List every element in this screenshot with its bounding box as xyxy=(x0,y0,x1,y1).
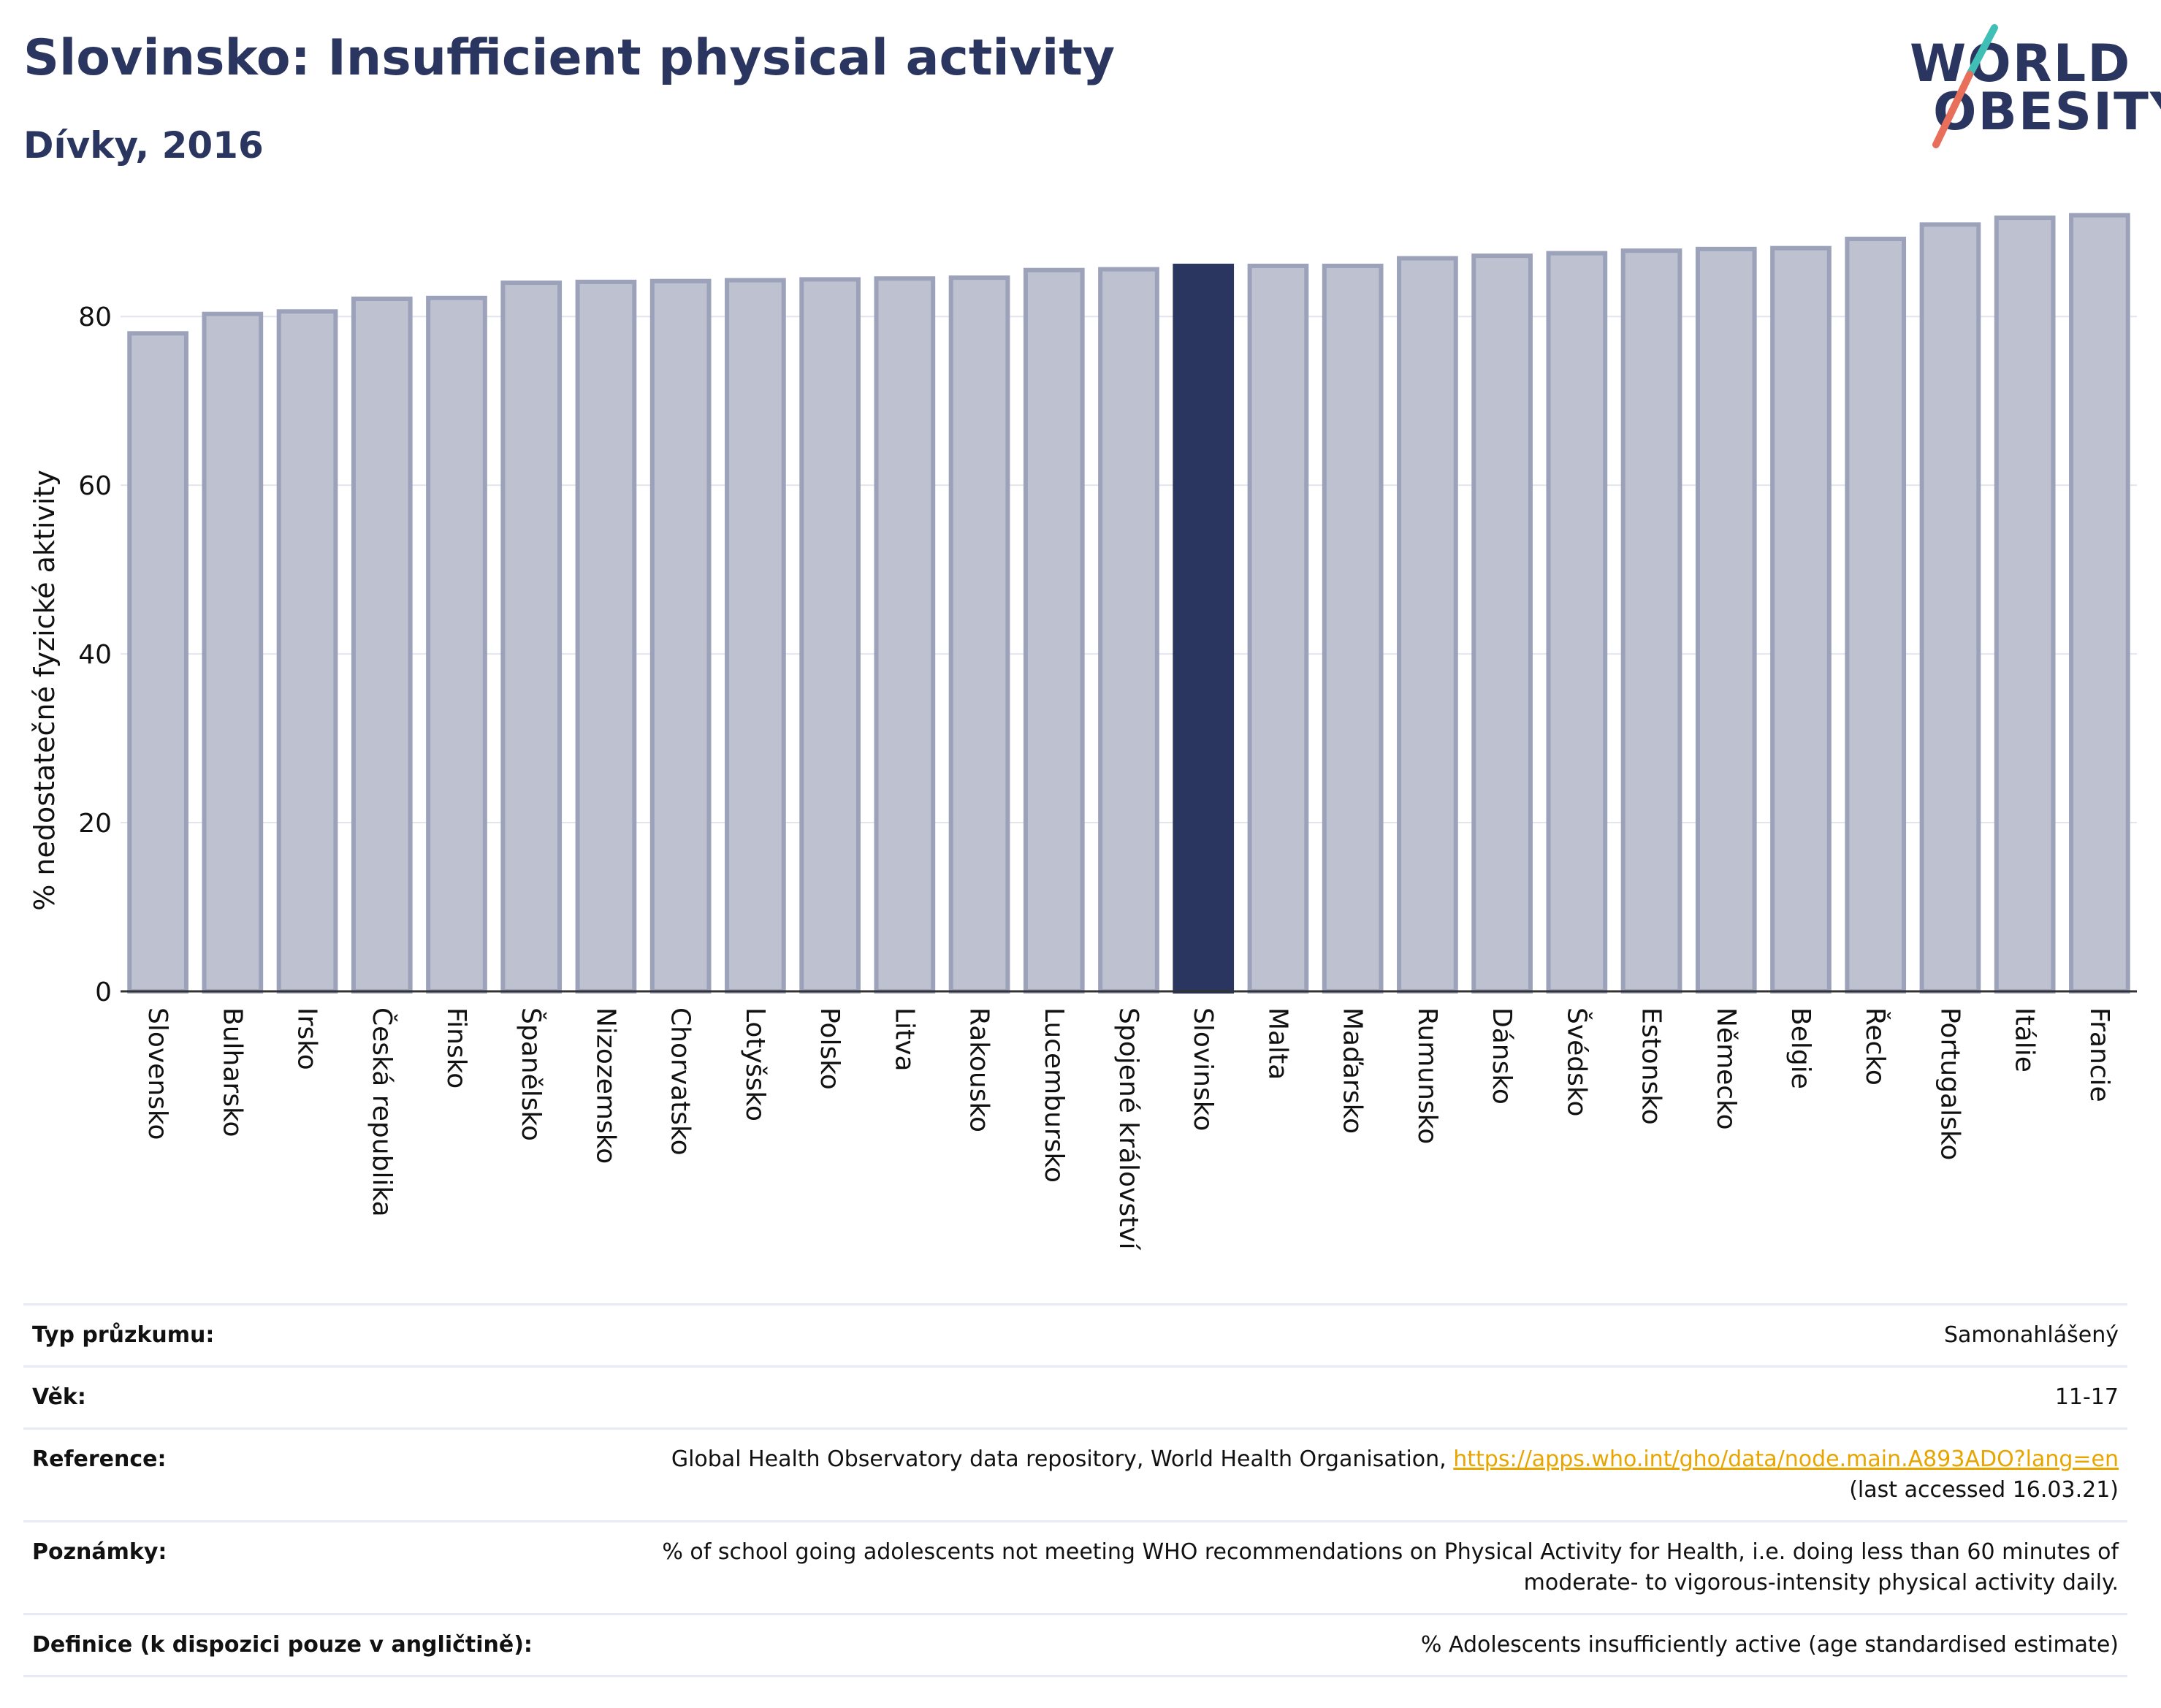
x-tick-label: Rumunsko xyxy=(1412,1007,1442,1144)
x-tick-label: Bulharsko xyxy=(217,1007,247,1137)
info-row-definition: Definice (k dispozici pouze v angličtině… xyxy=(23,1613,2127,1677)
y-tick-label: 20 xyxy=(78,809,112,839)
x-tick-label: Lucembursko xyxy=(1039,1007,1069,1183)
x-tick-label: Španělsko xyxy=(516,1007,546,1141)
bar xyxy=(1695,246,1757,994)
bar xyxy=(426,295,487,994)
bar xyxy=(1322,263,1384,994)
info-row-notes: Poznámky: % of school going adolescents … xyxy=(23,1520,2127,1615)
reference-accessed: (last accessed 16.03.21) xyxy=(1849,1477,2119,1503)
notes-text-line2: moderate- to vigorous-intensity physical… xyxy=(1523,1570,2119,1595)
x-tick-label: Lotyšsko xyxy=(740,1007,770,1121)
y-axis-label: % nedostatečné fyzické aktivity xyxy=(28,470,61,911)
x-tick-label: Slovensko xyxy=(142,1007,172,1140)
bar xyxy=(874,276,936,994)
notes-text-line1: % of school going adolescents not meetin… xyxy=(662,1539,2119,1565)
y-tick-label: 80 xyxy=(78,302,112,332)
bar xyxy=(575,279,637,994)
world-obesity-logo: WORLD OBESITY xyxy=(1899,22,2161,153)
bar xyxy=(1919,222,1981,994)
x-tick-label: Spojené království xyxy=(1113,1007,1143,1251)
bar xyxy=(1247,263,1309,994)
x-tick-label: Belgie xyxy=(1785,1007,1815,1089)
logo-word-obesity: OBESITY xyxy=(1933,82,2161,142)
info-value: Global Health Observatory data repositor… xyxy=(596,1427,2127,1522)
bar xyxy=(1098,267,1159,994)
bar xyxy=(1023,267,1085,994)
y-tick-label: 60 xyxy=(78,471,112,501)
x-tick-label: Estonsko xyxy=(1636,1007,1666,1125)
info-row-survey-type: Typ průzkumu: Samonahlášený xyxy=(23,1303,2127,1368)
bar xyxy=(1845,236,1907,994)
info-label: Věk: xyxy=(23,1365,596,1430)
x-tick-label: Dánsko xyxy=(1487,1007,1517,1105)
info-label: Poznámky: xyxy=(23,1520,596,1615)
x-tick-label: Irsko xyxy=(292,1007,322,1070)
info-value: % Adolescents insufficiently active (age… xyxy=(596,1613,2127,1677)
bar xyxy=(799,277,861,994)
bar-highlighted xyxy=(1173,263,1235,994)
x-tick-label: Rakousko xyxy=(964,1007,994,1132)
x-tick-label: Chorvatsko xyxy=(666,1007,695,1156)
x-tick-label: Francie xyxy=(2084,1007,2114,1102)
info-label: Definice (k dispozici pouze v angličtině… xyxy=(23,1613,596,1677)
bar xyxy=(276,309,338,994)
bar-chart: 0 20 40 60 80 Slovensko Bulharsko Irsko Česká re… xyxy=(28,213,2137,1251)
bar xyxy=(1471,253,1533,994)
info-label: Typ průzkumu: xyxy=(23,1303,596,1368)
bar xyxy=(351,296,413,994)
page-subtitle: Dívky, 2016 xyxy=(23,124,264,167)
bar xyxy=(2069,213,2130,994)
x-tick-label: Nizozemsko xyxy=(590,1007,620,1164)
y-tick-label: 40 xyxy=(78,640,112,670)
bar xyxy=(202,311,264,994)
x-tick-label: Finsko xyxy=(441,1007,471,1089)
x-tick-label: Polsko xyxy=(815,1007,845,1090)
info-label: Reference: xyxy=(23,1427,596,1522)
bar xyxy=(725,278,786,994)
page-title: Slovinsko: Insufficient physical activit… xyxy=(23,29,1116,87)
x-tick-label: Itálie xyxy=(2010,1007,2040,1072)
x-tick-label: Maďarsko xyxy=(1338,1007,1368,1134)
x-tick-label: Německo xyxy=(1711,1007,1741,1130)
x-tick-label: Slovinsko xyxy=(1188,1007,1218,1131)
bar xyxy=(649,278,712,994)
bar xyxy=(500,281,563,994)
x-tick-label: Malta xyxy=(1262,1007,1292,1080)
reference-text: Global Health Observatory data repositor… xyxy=(671,1446,1447,1472)
bars xyxy=(127,213,2130,994)
axes: 0 20 40 60 80 Slovensko Bulharsko Irsko Česká re… xyxy=(78,302,2137,1251)
reference-link[interactable]: https://apps.who.int/gho/data/node.main.… xyxy=(1453,1446,2119,1472)
info-value: Samonahlášený xyxy=(596,1303,2127,1368)
info-table: Typ průzkumu: Samonahlášený Věk: 11-17 R… xyxy=(23,1303,2127,1677)
x-tick-label: Česká republika xyxy=(367,1007,397,1217)
info-value: 11-17 xyxy=(596,1365,2127,1430)
x-tick-label: Portugalsko xyxy=(1935,1007,1964,1160)
y-tick-label: 0 xyxy=(95,977,112,1007)
bar xyxy=(1546,251,1608,994)
x-tick-label: Švédsko xyxy=(1561,1007,1592,1117)
x-tick-label: Řecko xyxy=(1860,1007,1891,1086)
bar xyxy=(1397,256,1458,994)
bar xyxy=(948,275,1010,994)
info-row-reference: Reference: Global Health Observatory dat… xyxy=(23,1427,2127,1522)
bar xyxy=(1620,248,1682,994)
bar xyxy=(1994,216,2056,994)
x-tick-label: Litva xyxy=(889,1007,919,1072)
info-value: % of school going adolescents not meetin… xyxy=(596,1520,2127,1615)
logo-word-world: WORLD xyxy=(1910,34,2132,94)
info-row-age: Věk: 11-17 xyxy=(23,1365,2127,1430)
logo-slash-icon xyxy=(1932,24,1998,148)
bar xyxy=(127,331,188,994)
bar xyxy=(1770,245,1832,994)
